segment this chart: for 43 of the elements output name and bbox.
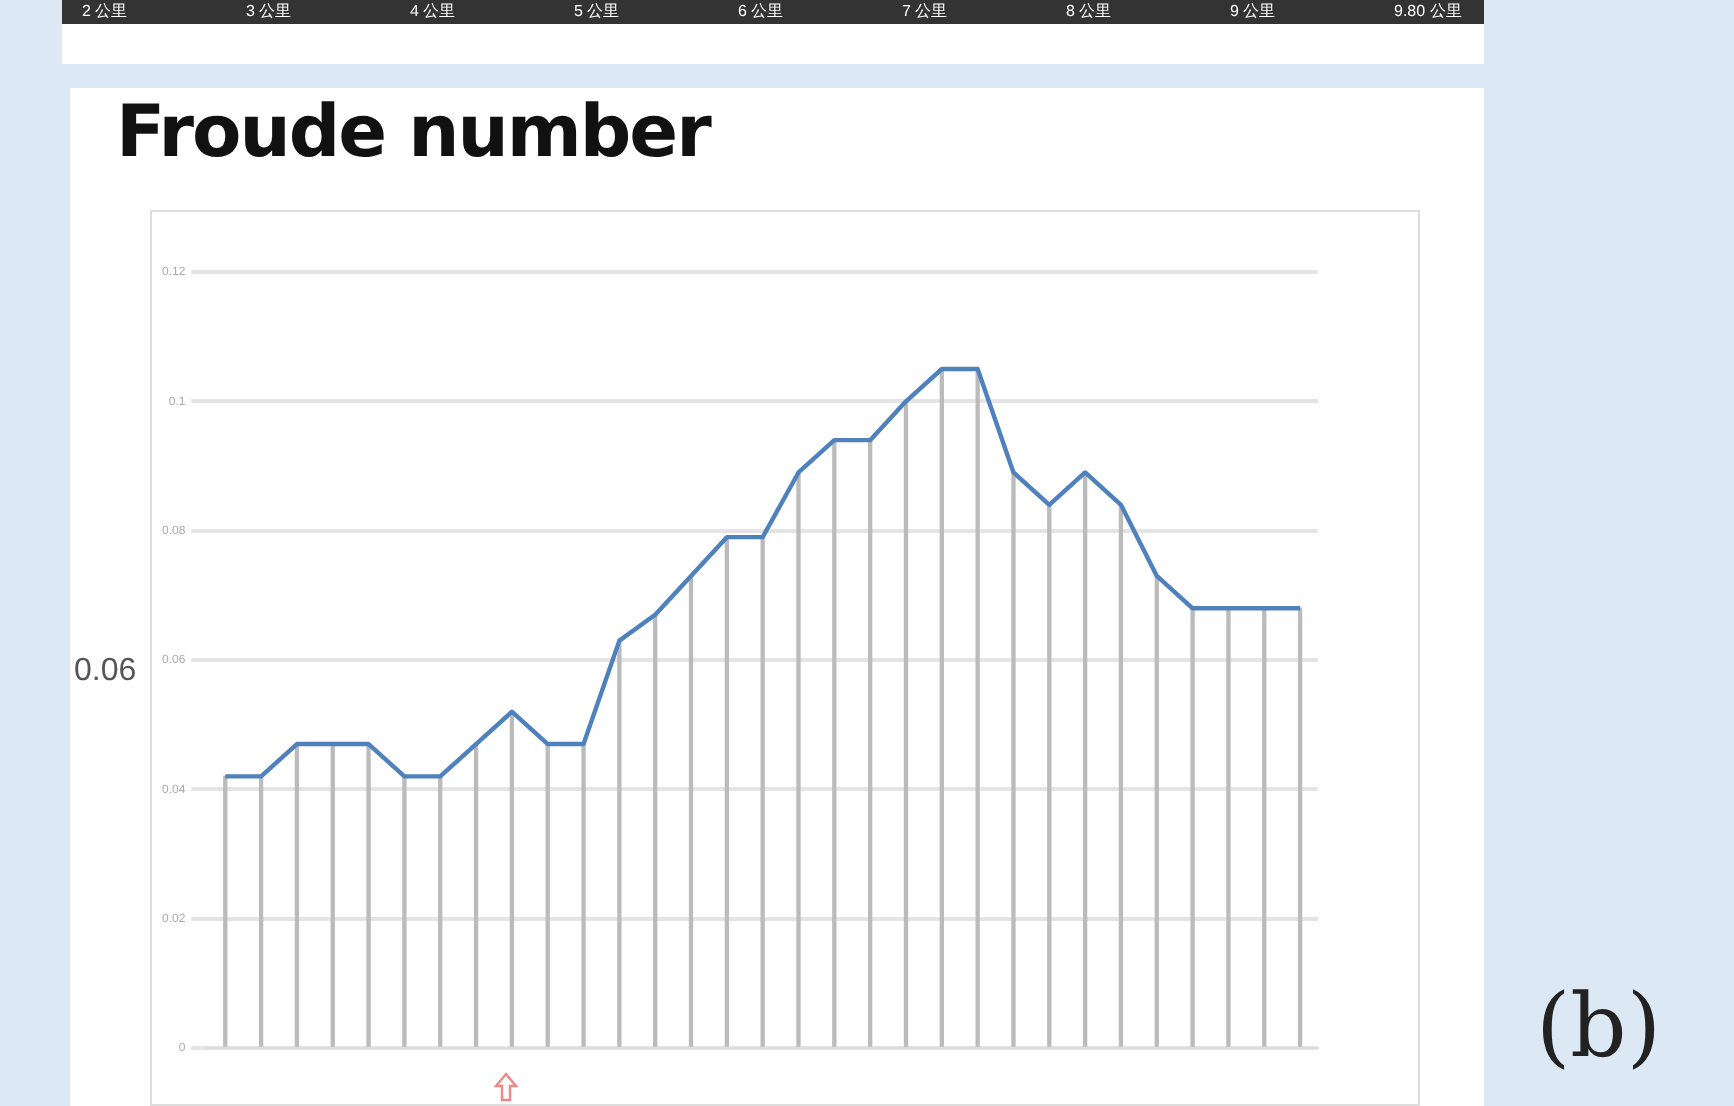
bar xyxy=(1011,471,1016,1047)
bar xyxy=(1297,607,1303,1047)
bar xyxy=(1190,607,1195,1047)
bar xyxy=(903,400,909,1047)
bar xyxy=(617,639,622,1047)
text: 3 公里 xyxy=(246,0,292,24)
bar xyxy=(473,743,479,1047)
text: 4 公里 xyxy=(410,0,456,24)
text: 2 公里 xyxy=(82,0,128,24)
text: 9 公里 xyxy=(1230,0,1276,24)
bar xyxy=(975,368,980,1047)
bar xyxy=(258,775,264,1047)
bar xyxy=(402,775,407,1047)
bar xyxy=(1226,607,1231,1047)
text: 8 公里 xyxy=(1066,0,1112,24)
bar xyxy=(223,775,228,1047)
text: 7 公里 xyxy=(902,0,948,24)
bar xyxy=(581,743,586,1047)
bar xyxy=(1154,575,1159,1047)
bar xyxy=(1082,471,1088,1047)
bar xyxy=(1262,607,1267,1047)
text: (b) xyxy=(1536,976,1661,1078)
bar xyxy=(832,439,837,1047)
bar xyxy=(330,743,335,1047)
bar xyxy=(545,743,550,1047)
bar xyxy=(509,711,515,1047)
bar xyxy=(688,575,694,1047)
bar xyxy=(868,439,873,1047)
text: 6 公里 xyxy=(738,0,784,24)
bar xyxy=(438,775,443,1047)
bar xyxy=(1047,504,1052,1047)
text: 9.80 公里 xyxy=(1394,0,1462,24)
bar xyxy=(653,614,658,1047)
bar xyxy=(294,743,300,1047)
text: 0.06 xyxy=(74,654,137,690)
bar xyxy=(939,368,944,1047)
chart-title: Froude number xyxy=(116,92,710,174)
bar xyxy=(724,536,730,1047)
bar xyxy=(1118,504,1124,1047)
bar xyxy=(366,743,371,1047)
text: 5 公里 xyxy=(574,0,620,24)
bar xyxy=(760,536,765,1047)
bar xyxy=(796,471,801,1047)
